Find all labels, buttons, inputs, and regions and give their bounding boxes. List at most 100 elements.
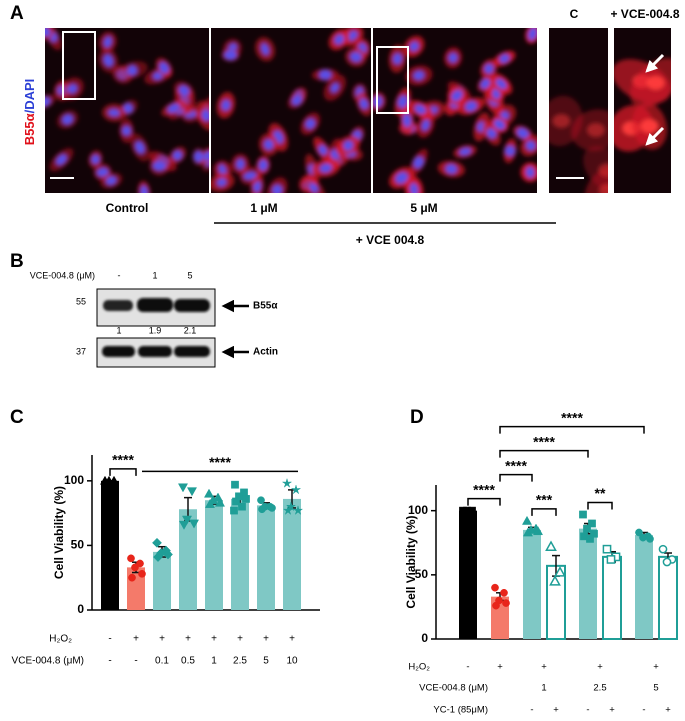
data-point xyxy=(502,599,510,607)
bar xyxy=(153,551,171,610)
data-point xyxy=(285,501,297,512)
bar xyxy=(283,498,301,610)
data-point xyxy=(258,505,266,514)
chart: D Cell Viability (%) 0 50 100 H₂O₂ VCE-004.8 (… xyxy=(404,407,678,716)
x-category-label: + xyxy=(597,662,603,673)
data-point xyxy=(492,601,500,610)
nucleus xyxy=(167,103,180,114)
significance-label: **** xyxy=(505,457,527,473)
quantification: 1.9 xyxy=(149,325,162,335)
x-category-label: 0.5 xyxy=(181,656,195,667)
chart: C Cell Viability (%) 0 50 100 H₂O₂ VCE-004.8 (… xyxy=(10,407,320,667)
nucleus xyxy=(216,178,227,187)
nucleus xyxy=(55,153,68,166)
bar xyxy=(459,510,477,639)
data-point xyxy=(290,484,302,495)
nucleus xyxy=(421,119,430,132)
data-point xyxy=(554,566,566,577)
micrograph xyxy=(211,28,371,193)
nucleus xyxy=(552,113,571,128)
data-point xyxy=(658,544,668,554)
nucleus xyxy=(349,51,362,63)
data-point xyxy=(152,537,162,548)
nucleus xyxy=(172,150,183,161)
cells xyxy=(614,58,671,152)
nucleus xyxy=(499,53,510,64)
nucleus xyxy=(139,185,149,193)
image-label: 5 μM xyxy=(410,201,437,215)
quantification: 2.1 xyxy=(184,325,197,335)
data-point xyxy=(646,535,654,543)
significance-bracket xyxy=(109,468,137,476)
nucleus xyxy=(45,28,51,37)
data-point xyxy=(177,483,189,493)
cells xyxy=(549,95,608,193)
nucleus xyxy=(359,98,369,110)
nucleus xyxy=(221,99,231,111)
cells xyxy=(211,28,371,193)
micrograph xyxy=(549,28,608,193)
nucleus xyxy=(464,100,478,112)
data-point xyxy=(153,552,163,562)
data-point xyxy=(463,506,471,515)
inset-label: C xyxy=(570,7,579,21)
arrow xyxy=(645,53,665,73)
significance-bracket xyxy=(499,473,533,482)
bar xyxy=(602,555,622,640)
significance-label: **** xyxy=(561,409,583,425)
data-point xyxy=(138,569,146,578)
nucleus xyxy=(646,75,665,90)
nucleus xyxy=(330,82,340,93)
data-point xyxy=(590,529,598,538)
cells xyxy=(45,28,209,193)
data-point xyxy=(606,555,616,564)
data-point xyxy=(242,495,250,503)
nucleus xyxy=(413,70,425,81)
x-category-label: + xyxy=(653,662,659,673)
y-axis-label: Cell Viability (%) xyxy=(52,486,66,579)
nucleus xyxy=(90,154,101,165)
data-point xyxy=(588,519,596,528)
y-axis-label: Cell Viability (%) xyxy=(404,515,418,608)
data-point xyxy=(281,477,293,488)
significance-label: **** xyxy=(533,433,555,449)
blot-target: B55α xyxy=(253,301,278,312)
nucleus xyxy=(260,43,270,56)
nucleus xyxy=(61,113,74,125)
significance-label: **** xyxy=(473,481,495,497)
bar xyxy=(579,528,597,639)
bands xyxy=(102,346,210,357)
x-category-label: 5 xyxy=(653,683,658,694)
x-category-label: - xyxy=(466,662,469,673)
data-point xyxy=(127,554,135,563)
nucleus xyxy=(309,183,319,193)
y-tick-label: 50 xyxy=(71,538,85,552)
zoom-box xyxy=(62,31,96,100)
x-category-label: 1 xyxy=(541,683,546,694)
significance-label: ** xyxy=(595,485,606,501)
band xyxy=(103,300,133,311)
nucleus xyxy=(319,163,333,173)
data-point xyxy=(268,504,276,512)
data-point xyxy=(188,519,200,529)
data-point xyxy=(238,502,246,511)
nucleus xyxy=(201,109,209,122)
data-point xyxy=(491,583,499,592)
row-label: VCE-004.8 (μM) xyxy=(419,683,488,694)
zoom-box xyxy=(376,46,409,114)
treatment-label: + VCE 004.8 xyxy=(356,233,425,247)
x-category-label: 0.1 xyxy=(155,656,169,667)
nucleus xyxy=(45,96,51,107)
mw-marker: 55 xyxy=(76,296,86,306)
band xyxy=(102,346,135,357)
panel-label: A xyxy=(10,3,24,24)
nucleus xyxy=(527,28,537,41)
data-point xyxy=(257,496,265,505)
nucleus xyxy=(152,161,167,172)
band xyxy=(174,299,210,312)
nucleus xyxy=(235,158,245,170)
data-point xyxy=(214,497,226,507)
significance-bracket xyxy=(499,449,589,458)
x-category-label: - xyxy=(108,656,111,667)
